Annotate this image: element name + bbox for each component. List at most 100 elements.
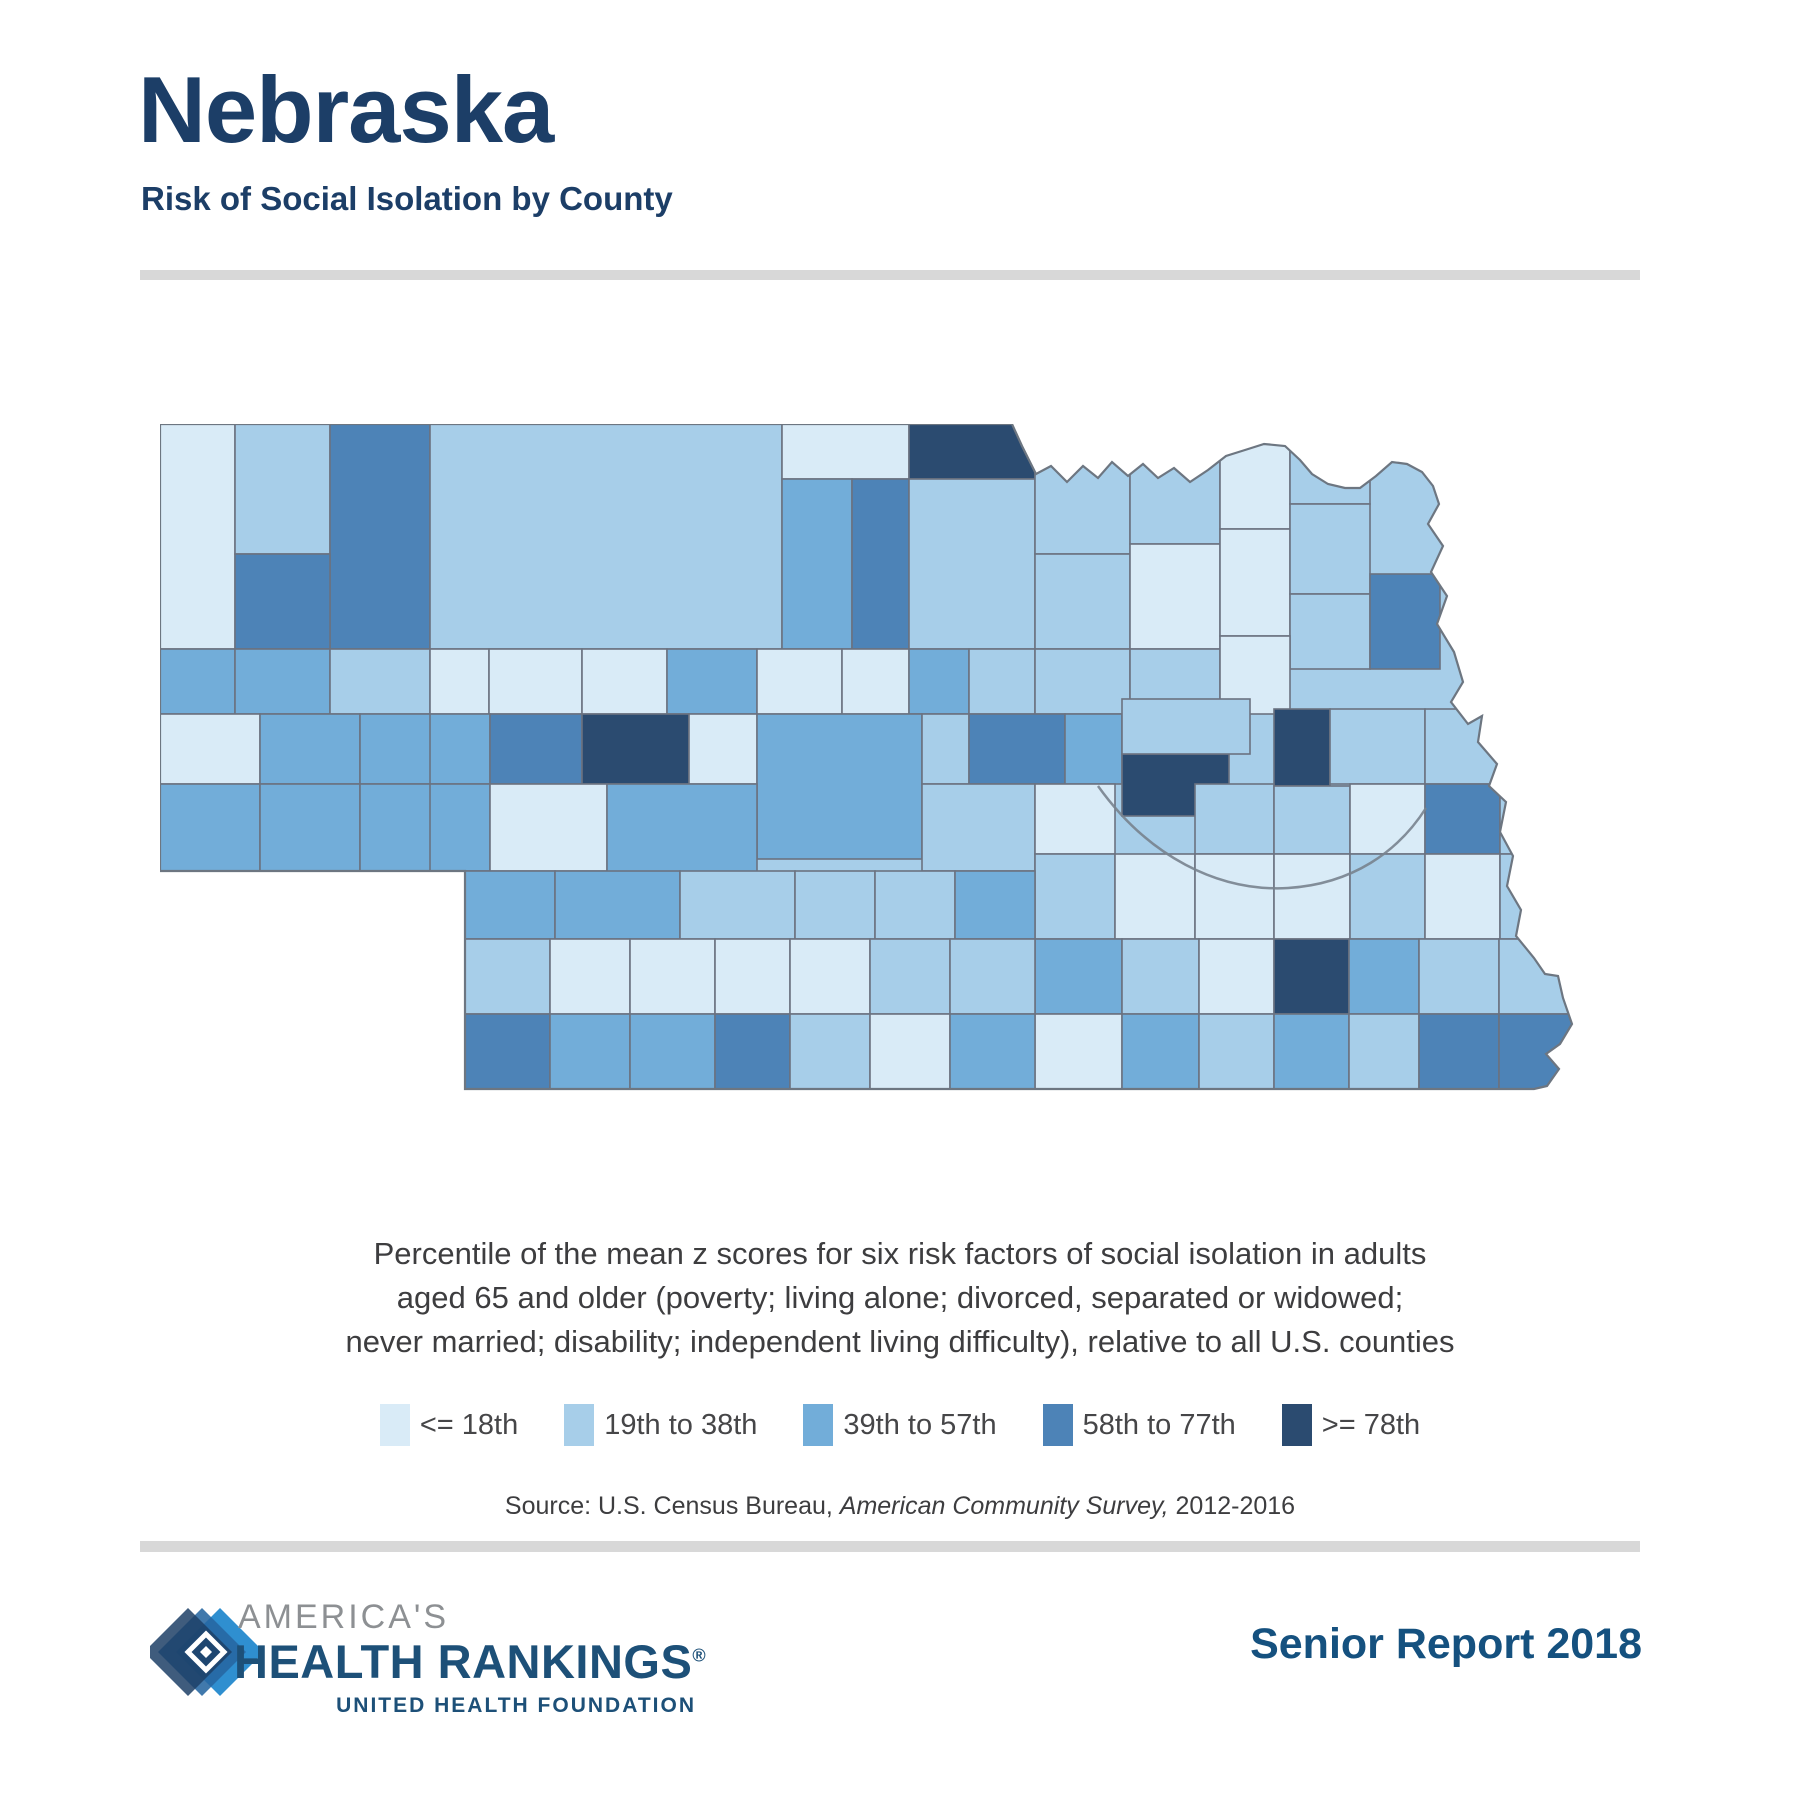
county-region	[1034, 1013, 1123, 1089]
county-region	[234, 424, 331, 555]
county-region	[429, 648, 490, 715]
county-region	[908, 648, 970, 715]
county-region	[1034, 938, 1123, 1015]
county-region	[756, 648, 843, 715]
source-attribution: Source: U.S. Census Bureau, American Com…	[0, 1492, 1800, 1521]
page-title: Nebraska	[138, 57, 554, 162]
county-region	[1121, 938, 1200, 1015]
county-region	[921, 713, 970, 785]
county-region	[789, 1013, 871, 1089]
legend-item-3: 58th to 77th	[1042, 1404, 1236, 1446]
county-region	[869, 938, 951, 1015]
legend-item-1: 19th to 38th	[564, 1404, 757, 1446]
county-region	[160, 783, 261, 872]
county-region	[429, 783, 491, 872]
legend-item-4: >= 78th	[1281, 1404, 1421, 1446]
legend-swatch-icon	[803, 1404, 834, 1446]
county-region	[1273, 1013, 1350, 1089]
bottom-divider	[140, 1541, 1640, 1552]
county-region	[259, 713, 361, 785]
county-region	[581, 648, 668, 715]
county-region	[464, 938, 551, 1015]
brand-americas: AMERICA'S	[238, 1598, 450, 1636]
county-region	[756, 713, 923, 860]
county-region	[1273, 785, 1351, 855]
county-region	[851, 478, 910, 650]
registered-mark: ®	[692, 1645, 707, 1666]
legend-label: >= 78th	[1321, 1408, 1421, 1441]
county-region	[781, 478, 853, 650]
county-region	[1219, 424, 1291, 530]
legend-label: <= 18th	[419, 1408, 519, 1441]
county-region	[488, 648, 583, 715]
county-region	[1329, 708, 1426, 785]
legend-item-0: <= 18th	[379, 1404, 519, 1446]
state-outline	[158, 422, 1574, 1091]
county-layer	[160, 424, 1572, 1089]
county-region	[1034, 783, 1116, 855]
county-region	[688, 713, 758, 785]
source-years: 2012-2016	[1168, 1492, 1296, 1520]
caption-line-3: never married; disability; independent l…	[345, 1324, 1455, 1360]
county-region	[1349, 783, 1426, 855]
county-region	[1424, 853, 1501, 940]
county-region	[1034, 853, 1116, 940]
county-region	[714, 938, 791, 1015]
county-region	[1499, 783, 1572, 855]
map-caption: Percentile of the mean z scores for six …	[250, 1232, 1550, 1364]
county-region	[1273, 708, 1331, 787]
county-region	[1348, 938, 1420, 1015]
county-region	[160, 424, 236, 650]
county-region	[1198, 1013, 1275, 1089]
county-region	[1418, 1013, 1500, 1089]
county-region	[921, 783, 1036, 872]
county-region	[908, 424, 1036, 480]
county-region	[549, 1013, 631, 1089]
county-region	[949, 938, 1036, 1015]
county-region	[1498, 1013, 1572, 1089]
legend-label: 39th to 57th	[843, 1408, 997, 1441]
county-region	[160, 648, 236, 715]
county-region	[1349, 853, 1426, 940]
percentile-legend: <= 18th 19th to 38th 39th to 57th 58th to 7…	[0, 1404, 1800, 1446]
county-region	[789, 938, 871, 1015]
county-region	[234, 648, 331, 715]
county-region	[666, 648, 758, 715]
health-rankings-logo-mark-icon	[150, 1608, 262, 1696]
county-region	[841, 648, 910, 715]
county-region	[160, 713, 261, 785]
source-prefix: Source: U.S. Census Bureau,	[504, 1492, 840, 1520]
county-region	[1034, 424, 1131, 555]
county-region	[794, 870, 876, 940]
river-line	[1096, 785, 1428, 890]
source-survey-name: American Community Survey,	[839, 1492, 1169, 1520]
brand-united-health-foundation: UNITED HEALTH FOUNDATION	[336, 1694, 696, 1717]
legend-label: 19th to 38th	[604, 1408, 758, 1441]
county-region	[1273, 938, 1350, 1015]
top-divider	[140, 270, 1640, 280]
county-region	[968, 648, 1036, 715]
county-region	[554, 870, 681, 940]
county-region	[1348, 1013, 1420, 1089]
county-region	[968, 713, 1066, 785]
county-region	[1034, 553, 1131, 650]
county-region	[781, 424, 910, 480]
county-region	[1369, 573, 1441, 670]
county-region	[949, 1013, 1036, 1089]
county-region	[714, 1013, 791, 1089]
county-region	[429, 424, 783, 650]
legend-swatch-icon	[564, 1404, 595, 1446]
county-region	[429, 713, 491, 785]
county-region	[629, 938, 716, 1015]
county-region	[1129, 424, 1221, 545]
county-region	[1273, 853, 1351, 940]
nebraska-county-map	[158, 422, 1580, 1091]
legend-item-2: 39th to 57th	[803, 1404, 997, 1446]
page-subtitle: Risk of Social Isolation by County	[141, 180, 673, 217]
county-region	[1064, 713, 1123, 785]
county-region	[549, 938, 631, 1015]
county-region	[1219, 528, 1291, 637]
legend-swatch-icon	[379, 1404, 410, 1446]
county-region	[489, 783, 608, 872]
county-region	[1194, 783, 1275, 855]
